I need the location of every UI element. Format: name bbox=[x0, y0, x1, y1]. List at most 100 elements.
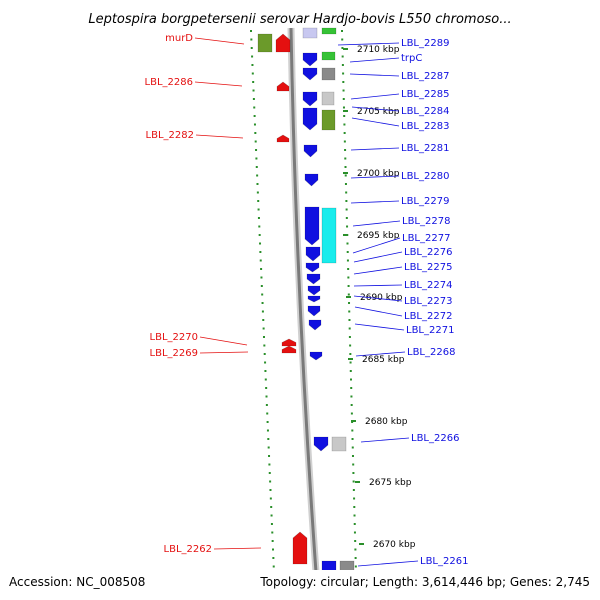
track-dot bbox=[343, 123, 346, 126]
track-dot bbox=[255, 166, 258, 168]
gene-label: LBL_2287 bbox=[401, 71, 449, 82]
gene-feature bbox=[276, 81, 290, 92]
track-dot bbox=[347, 293, 350, 296]
kbp-tick bbox=[351, 420, 356, 422]
gene-feature bbox=[307, 295, 321, 303]
kbp-label: 2680 kbp bbox=[365, 417, 408, 427]
track-dot bbox=[260, 285, 263, 287]
gene-feature bbox=[304, 173, 319, 187]
track-dot bbox=[269, 480, 272, 483]
accession-text: Accession: NC_008508 bbox=[9, 575, 145, 589]
track-dot bbox=[258, 234, 261, 236]
gene-feature bbox=[307, 285, 321, 296]
track-dot bbox=[253, 115, 256, 117]
track-dot bbox=[348, 302, 351, 304]
gene-feature bbox=[321, 67, 336, 81]
track-dot bbox=[352, 463, 355, 466]
gene-feature bbox=[331, 436, 347, 452]
gene-feature bbox=[305, 246, 321, 262]
track-dot bbox=[344, 157, 347, 160]
track-dot bbox=[262, 336, 265, 338]
track-dot bbox=[341, 64, 344, 66]
leader-line bbox=[350, 200, 400, 204]
leader-line bbox=[353, 295, 403, 302]
kbp-scale: 2710 kbp 2705 kbp 2700 kbp 2695 kbp 2690 kbp… bbox=[343, 45, 416, 550]
track-dot bbox=[351, 429, 354, 432]
track-dot bbox=[354, 540, 357, 542]
gene-label: LBL_2276 bbox=[404, 247, 452, 258]
kbp-label: 2705 kbp bbox=[357, 107, 400, 117]
kbp-label: 2675 kbp bbox=[369, 478, 412, 488]
track-dot bbox=[257, 200, 260, 202]
track-dot bbox=[268, 472, 271, 474]
track-dot bbox=[252, 81, 255, 83]
gene-feature bbox=[275, 33, 291, 53]
track-dot bbox=[266, 412, 269, 415]
track-dot bbox=[261, 310, 264, 313]
gene-label: LBL_2275 bbox=[404, 262, 452, 273]
track-dot bbox=[264, 361, 267, 364]
gene-label: LBL_2270 bbox=[150, 332, 198, 343]
track-dot bbox=[259, 251, 262, 253]
track-dot bbox=[255, 149, 258, 151]
leader-line bbox=[360, 437, 410, 443]
gene-label: LBL_2289 bbox=[401, 38, 449, 49]
track-dot bbox=[256, 191, 259, 194]
track-dot bbox=[354, 557, 357, 559]
track-dot bbox=[268, 463, 271, 466]
track-dot bbox=[351, 455, 354, 457]
track-dot bbox=[270, 506, 273, 508]
leader-line bbox=[352, 220, 401, 227]
track-dot bbox=[349, 361, 352, 364]
gene-feature bbox=[302, 91, 318, 107]
track-dot bbox=[342, 98, 345, 100]
track-dot bbox=[261, 302, 264, 304]
leader-line bbox=[354, 323, 405, 331]
gene-feature bbox=[303, 144, 318, 158]
track-dot bbox=[350, 378, 353, 381]
kbp-tick bbox=[355, 481, 360, 483]
track-dot bbox=[257, 208, 260, 211]
gene-label: LBL_2268 bbox=[407, 347, 455, 358]
gene-label: LBL_2272 bbox=[404, 311, 452, 322]
track-dot bbox=[268, 455, 271, 457]
track-dot bbox=[341, 47, 344, 49]
track-dot bbox=[254, 140, 257, 143]
gene-feature bbox=[313, 436, 329, 452]
track-dot bbox=[256, 183, 259, 185]
track-dot bbox=[266, 421, 269, 423]
track-dot bbox=[348, 310, 351, 313]
gene-feature bbox=[321, 207, 337, 264]
gene-feature bbox=[281, 345, 297, 354]
leader-line bbox=[350, 147, 400, 151]
kbp-label: 2695 kbp bbox=[357, 231, 400, 241]
leader-line bbox=[194, 37, 245, 45]
kbp-tick bbox=[359, 543, 364, 545]
track-dot bbox=[341, 30, 343, 32]
track-dot bbox=[344, 149, 347, 151]
track-dot bbox=[353, 514, 356, 517]
gene-feature bbox=[308, 319, 322, 331]
track-dot bbox=[265, 404, 268, 406]
track-dot bbox=[344, 183, 347, 185]
gene-features bbox=[257, 27, 355, 600]
track-dot bbox=[255, 157, 258, 160]
leader-line bbox=[354, 306, 403, 317]
track-dot bbox=[350, 412, 353, 415]
track-dot bbox=[342, 81, 345, 83]
gene-label: LBL_2285 bbox=[401, 89, 449, 100]
track-dot bbox=[263, 344, 266, 347]
leader-line bbox=[353, 266, 403, 275]
track-dot bbox=[266, 429, 269, 432]
leader-line bbox=[351, 106, 400, 112]
track-dot bbox=[348, 336, 351, 338]
track-dot bbox=[346, 251, 349, 253]
track-dot bbox=[342, 106, 345, 109]
gene-label: LBL_2274 bbox=[404, 280, 452, 291]
gene-feature bbox=[321, 27, 337, 35]
track-dot bbox=[346, 259, 349, 262]
kbp-label: 2690 kbp bbox=[360, 293, 403, 303]
leader-line bbox=[337, 42, 400, 46]
leader-line bbox=[357, 560, 419, 567]
